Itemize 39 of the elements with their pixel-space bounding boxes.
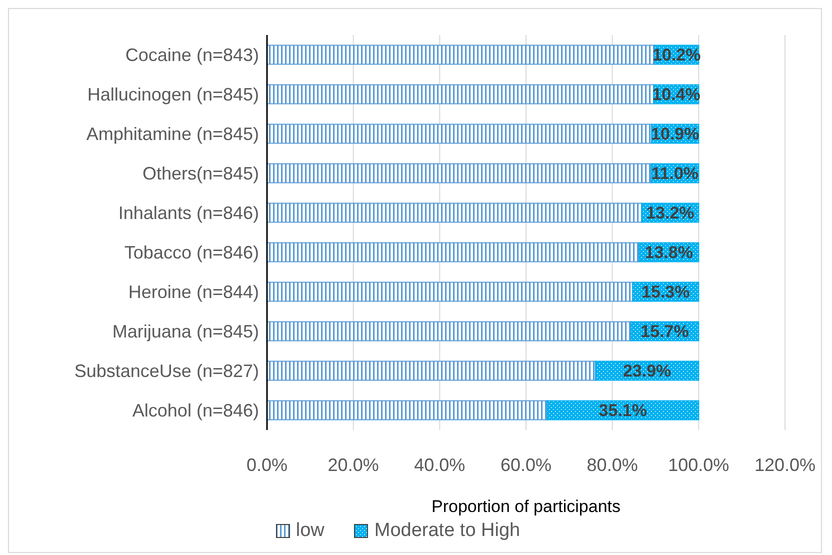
x-tick-label: 120.0%	[754, 454, 816, 475]
x-tick-label: 0.0%	[246, 454, 288, 475]
x-axis-title: Proportion of participants	[432, 497, 620, 516]
y-tick-label: Tobacco (n=846)	[124, 242, 259, 263]
bar	[546, 400, 700, 420]
data-label: 11.0%	[651, 164, 699, 184]
data-label: 13.8%	[644, 243, 693, 262]
bar	[267, 400, 548, 420]
x-tick-label: 40.0%	[414, 454, 466, 475]
y-tick-label: Amphitamine (n=845)	[86, 124, 259, 144]
bar	[267, 360, 596, 381]
x-tick-label: 20.0%	[328, 454, 379, 475]
y-tick-label: Others(n=845)	[142, 164, 259, 184]
y-tick-label: Marijuana (n=845)	[112, 322, 259, 342]
y-tick-label: Hallucinogen (n=845)	[87, 84, 259, 105]
y-tick-label: SubstanceUse (n=827)	[74, 361, 259, 382]
bar	[267, 321, 632, 342]
bar	[267, 163, 652, 184]
data-label: 13.2%	[646, 204, 694, 223]
y-tick-label: Heroine (n=844)	[128, 282, 259, 302]
x-tick-label: 100.0%	[668, 454, 730, 475]
data-label: 10.9%	[651, 124, 700, 144]
y-tick-label: Alcohol (n=846)	[132, 400, 259, 421]
data-label: 15.7%	[640, 322, 689, 342]
bar	[267, 282, 634, 302]
bar	[267, 202, 642, 223]
bar	[267, 124, 652, 144]
data-label: 23.9%	[622, 362, 672, 381]
legend-label: low	[296, 520, 324, 542]
bar	[267, 44, 656, 65]
bar	[267, 84, 654, 104]
x-tick-label: 60.0%	[500, 454, 552, 475]
y-tick-label: Cocaine (n=843)	[125, 45, 259, 66]
x-tick-label: 80.0%	[586, 454, 638, 475]
data-label: 35.1%	[598, 401, 648, 420]
legend-label: Moderate to High	[374, 520, 520, 542]
data-label: 15.3%	[642, 282, 690, 302]
y-tick-label: Inhalants (n=846)	[118, 203, 259, 224]
bar	[267, 242, 640, 262]
